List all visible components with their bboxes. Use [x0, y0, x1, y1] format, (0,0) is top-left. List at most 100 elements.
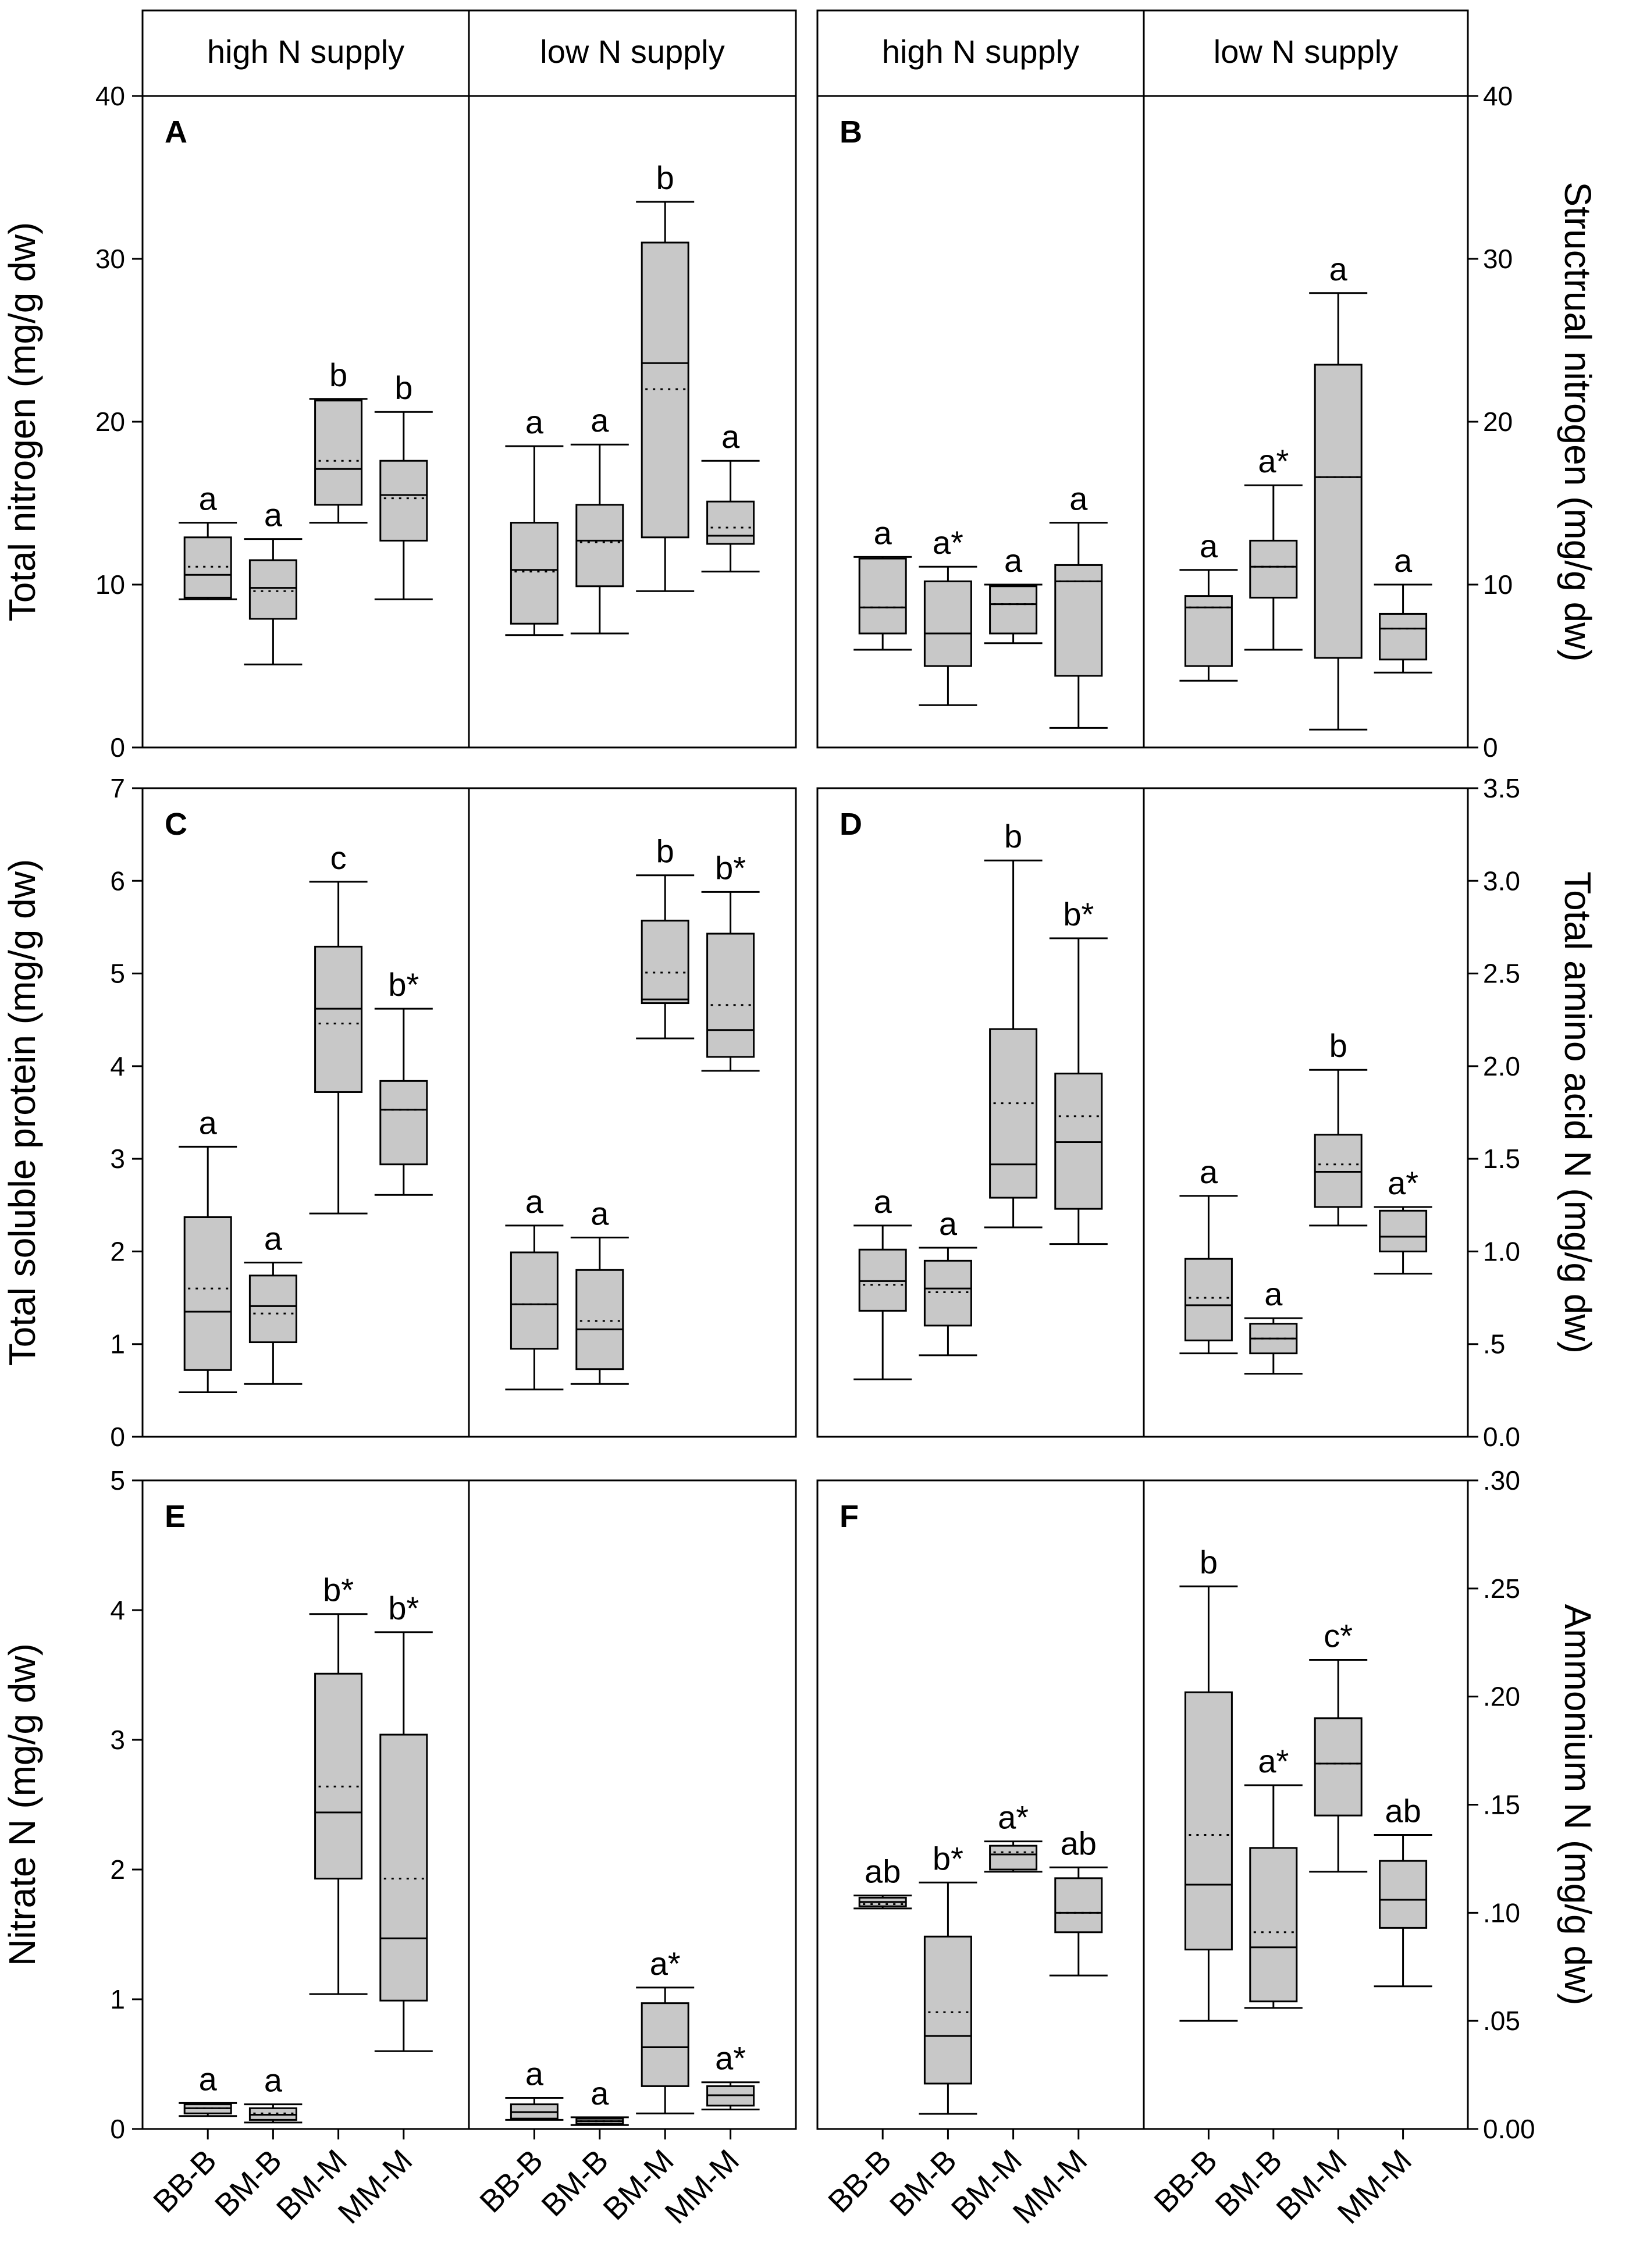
panel-letter: C: [165, 807, 187, 842]
y-tick-label: 1.0: [1483, 1236, 1520, 1266]
panel-letter: A: [165, 115, 187, 149]
y-tick-label: 4: [110, 1595, 125, 1625]
significance-letter: a: [591, 2075, 609, 2112]
box-iqr: [314, 945, 363, 1093]
header-left: high N supply low N supply: [141, 9, 797, 97]
y-axis-label: Total nitrogen (mg/g dw): [1, 222, 43, 622]
header-right: high N supply low N supply: [816, 9, 1469, 97]
box-BM-B: b*: [919, 1840, 977, 2115]
y-tick-label: 40: [1483, 81, 1513, 111]
box-BB-B: b: [1179, 1544, 1238, 2022]
box-MM-M: a: [1374, 542, 1432, 674]
significance-letter: ab: [865, 1853, 901, 1890]
significance-letter: a*: [715, 2040, 746, 2077]
significance-letter: a: [1394, 542, 1413, 579]
box-BB-B: a: [179, 1104, 237, 1394]
box-iqr: [183, 536, 232, 599]
header-label: low N supply: [1214, 33, 1398, 70]
significance-letter: b*: [933, 1840, 963, 1877]
box-MM-M: ab: [1049, 1825, 1108, 1977]
significance-letter: a*: [933, 524, 963, 561]
header-label: low N supply: [540, 33, 724, 70]
box-iqr: [1314, 364, 1363, 659]
y-tick-label: 3: [110, 1725, 125, 1755]
box-iqr: [314, 400, 363, 506]
y-tick-label: 7: [110, 773, 125, 803]
x-category-label: BB-B: [821, 2143, 898, 2220]
header-label: high N supply: [207, 33, 404, 70]
significance-letter: b*: [388, 966, 419, 1003]
significance-letter: a: [264, 497, 283, 533]
box-BB-B: a: [505, 1183, 564, 1391]
box-BB-B: a: [505, 2055, 564, 2121]
y-axis-label: Total soluble protein (mg/g dw): [1, 859, 43, 1366]
y-tick-label: .5: [1483, 1329, 1505, 1359]
significance-letter: a: [591, 1195, 609, 1232]
significance-letter: b*: [1063, 896, 1094, 932]
box-BB-B: a: [505, 404, 564, 636]
panel-E: E 0 1 2 3 4 5 Nitrate N (mg/g dw) a a b* b* a a a* a*: [1, 1465, 797, 2144]
box-MM-M: a: [1049, 480, 1108, 729]
significance-letter: a: [721, 418, 740, 455]
y-tick-label: 0.0: [1483, 1422, 1520, 1452]
significance-letter: a: [525, 1183, 544, 1220]
significance-letter: a: [1200, 1153, 1218, 1190]
y-tick-label: 6: [110, 866, 125, 896]
box-BB-B: a: [1179, 528, 1238, 682]
significance-letter: a: [199, 2060, 218, 2097]
box-iqr: [706, 500, 755, 545]
panel-B: B 0 10 20 30 40 Structrual nitrogen (mg/g dw) a…: [816, 81, 1599, 763]
y-tick-label: .20: [1483, 1682, 1520, 1712]
box-BM-M: c: [309, 839, 368, 1215]
box-iqr: [1184, 595, 1233, 667]
box-iqr: [1379, 1209, 1428, 1252]
significance-letter: a: [874, 514, 892, 551]
significance-letter: a: [874, 1183, 892, 1220]
significance-letter: c*: [1324, 1617, 1353, 1654]
y-tick-label: 30: [95, 244, 125, 274]
box-iqr: [1314, 1134, 1363, 1208]
box-BM-M: a*: [636, 1945, 695, 2114]
box-MM-M: a*: [1374, 1165, 1432, 1275]
panel-letter: B: [840, 115, 862, 149]
box-iqr: [1184, 1691, 1233, 1951]
box-BM-B: a: [570, 2075, 629, 2126]
box-iqr: [379, 460, 428, 542]
box-iqr: [1379, 613, 1428, 661]
y-tick-label: 2.0: [1483, 1051, 1520, 1081]
box-BB-B: a: [179, 480, 237, 600]
significance-letter: a*: [1258, 1743, 1289, 1779]
y-tick-label: 0: [1483, 732, 1498, 763]
box-MM-M: b*: [1049, 896, 1108, 1245]
y-tick-label: .10: [1483, 1897, 1520, 1928]
box-iqr: [1314, 1717, 1363, 1817]
significance-letter: b: [329, 357, 347, 393]
x-category-label: MM-M: [332, 2143, 419, 2231]
box-BM-B: a: [244, 2062, 303, 2124]
x-category-label: BB-B: [473, 2143, 550, 2220]
significance-letter: a: [1200, 528, 1218, 564]
y-tick-label: 10: [95, 569, 125, 600]
box-iqr: [923, 1935, 972, 2085]
y-tick-label: 0: [110, 1422, 125, 1452]
x-category-label: MM-M: [1006, 2143, 1094, 2231]
significance-letter: c: [330, 839, 347, 876]
box-BB-B: ab: [853, 1853, 912, 1910]
y-tick-label: 40: [95, 81, 125, 111]
box-MM-M: b: [374, 369, 433, 600]
y-tick-label: 3.5: [1483, 773, 1520, 803]
box-BM-B: a*: [1244, 443, 1303, 651]
box-iqr: [989, 1845, 1038, 1871]
box-iqr: [248, 1274, 297, 1344]
box-BM-B: a: [1244, 1276, 1303, 1375]
y-tick-label: 10: [1483, 569, 1513, 600]
box-iqr: [641, 2002, 689, 2087]
box-iqr: [1054, 1073, 1103, 1210]
box-BM-M: b: [984, 818, 1043, 1229]
box-BB-B: a: [179, 2060, 237, 2117]
y-tick-label: 2: [110, 1854, 125, 1885]
significance-letter: a: [264, 1220, 283, 1257]
y-tick-label: 0: [110, 732, 125, 763]
y-tick-label: 3: [110, 1144, 125, 1174]
plot-frame: [816, 787, 1469, 1438]
